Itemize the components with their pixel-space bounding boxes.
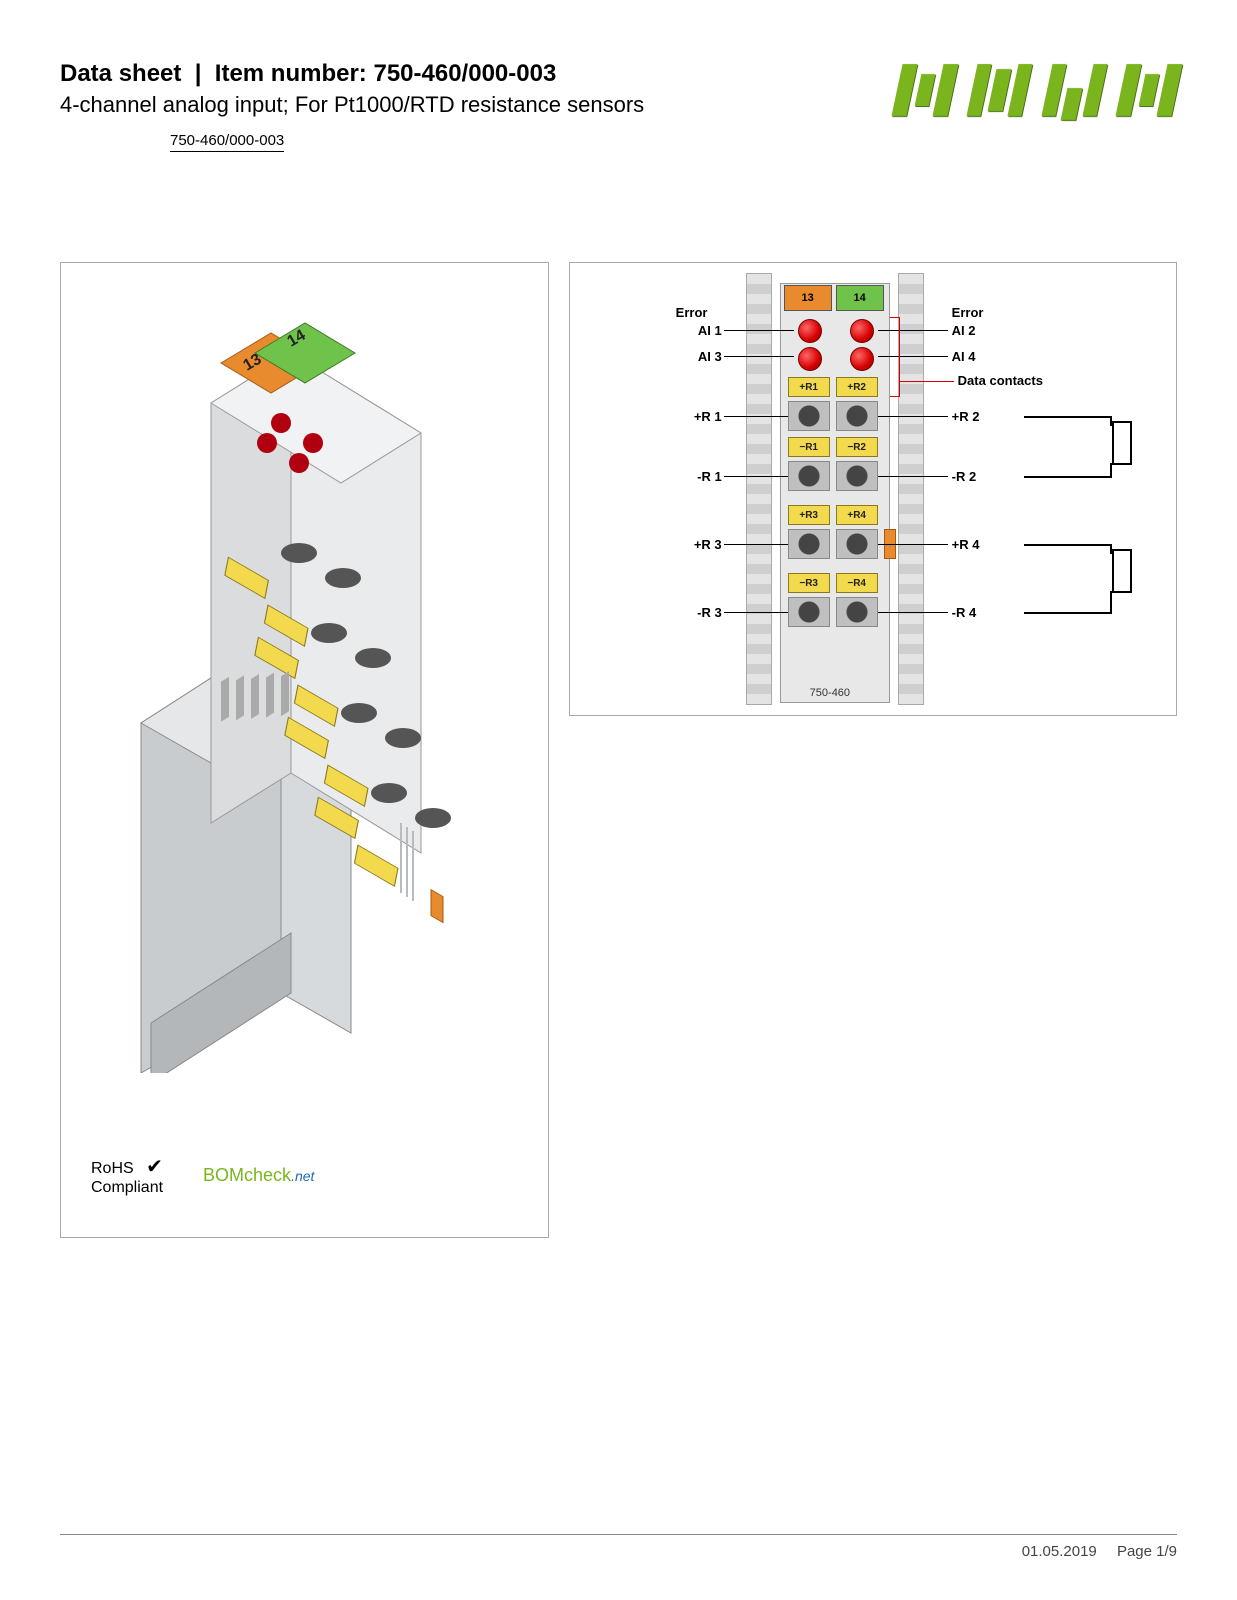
rtd-symbol-2 bbox=[1024, 531, 1132, 611]
rtd-symbol-1 bbox=[1024, 403, 1132, 483]
label-pr2: +R2 bbox=[836, 377, 878, 397]
pin-ai3: AI 3 bbox=[662, 349, 722, 364]
label-mr2: −R2 bbox=[836, 437, 878, 457]
term-holes-3 bbox=[788, 529, 878, 559]
module-partno: 750-460 bbox=[810, 687, 850, 699]
led-ai4 bbox=[850, 347, 874, 371]
subtitle: 4-channel analog input; For Pt1000/RTD r… bbox=[60, 92, 897, 118]
bomcheck-logo: BOMcheck.net bbox=[203, 1165, 314, 1186]
term-labels-1: +R1 +R2 bbox=[788, 377, 878, 397]
part-tag: 750-460/000-003 bbox=[170, 132, 284, 152]
footer: 01.05.2019 Page 1/9 bbox=[60, 1534, 1177, 1560]
item-number: 750-460/000-003 bbox=[373, 60, 556, 87]
error-left: Error bbox=[676, 305, 708, 320]
term-labels-2: −R1 −R2 bbox=[788, 437, 878, 457]
term-labels-4: −R3 −R4 bbox=[788, 573, 878, 593]
doc-type: Data sheet bbox=[60, 60, 181, 87]
pin-ai2: AI 2 bbox=[952, 323, 1042, 338]
product-photo-panel: 13 14 bbox=[60, 262, 549, 1238]
label-pr4: +R4 bbox=[836, 505, 878, 525]
tab-13: 13 bbox=[784, 285, 832, 311]
led-ai2 bbox=[850, 319, 874, 343]
din-rail-left bbox=[746, 273, 772, 705]
pin-mr1: -R 1 bbox=[662, 469, 722, 484]
top-tabs: 13 14 bbox=[784, 285, 884, 311]
title-line: Data sheet | Item number: 750-460/000-00… bbox=[60, 60, 897, 88]
wago-logo bbox=[897, 60, 1177, 130]
footer-date: 01.05.2019 bbox=[1022, 1543, 1097, 1560]
term-holes-1 bbox=[788, 401, 878, 431]
label-mr3: −R3 bbox=[788, 573, 830, 593]
led-ai3 bbox=[798, 347, 822, 371]
schematic-panel: 13 14 +R1 +R2 bbox=[569, 262, 1177, 716]
term-holes-4 bbox=[788, 597, 878, 627]
module-body bbox=[780, 283, 890, 703]
label-mr1: −R1 bbox=[788, 437, 830, 457]
compliance-row: RoHS ✔ Compliant BOMcheck.net bbox=[91, 1154, 314, 1197]
term-labels-3: +R3 +R4 bbox=[788, 505, 878, 525]
pin-pr3: +R 3 bbox=[662, 537, 722, 552]
item-prefix: Item number: bbox=[215, 60, 367, 87]
led-row-2 bbox=[798, 347, 874, 371]
din-rail-right bbox=[898, 273, 924, 705]
rohs-compliant: RoHS ✔ Compliant bbox=[91, 1154, 163, 1197]
led-row-1 bbox=[798, 319, 874, 343]
pin-ai1: AI 1 bbox=[662, 323, 722, 338]
pin-pr1: +R 1 bbox=[662, 409, 722, 424]
pin-ai4: AI 4 bbox=[952, 349, 1042, 364]
label-pr1: +R1 bbox=[788, 377, 830, 397]
pin-mr3: -R 3 bbox=[662, 605, 722, 620]
tab-14: 14 bbox=[836, 285, 884, 311]
label-pr3: +R3 bbox=[788, 505, 830, 525]
term-holes-2 bbox=[788, 461, 878, 491]
label-mr4: −R4 bbox=[836, 573, 878, 593]
led-ai1 bbox=[798, 319, 822, 343]
header: Data sheet | Item number: 750-460/000-00… bbox=[60, 60, 1177, 152]
error-right: Error bbox=[952, 305, 984, 320]
data-contacts-bracket bbox=[890, 317, 900, 397]
product-isometric: 13 14 bbox=[91, 293, 521, 1073]
footer-page: Page 1/9 bbox=[1117, 1543, 1177, 1560]
data-contacts-line bbox=[900, 381, 954, 382]
check-icon: ✔ bbox=[146, 1156, 163, 1178]
data-contacts-label: Data contacts bbox=[958, 373, 1043, 388]
